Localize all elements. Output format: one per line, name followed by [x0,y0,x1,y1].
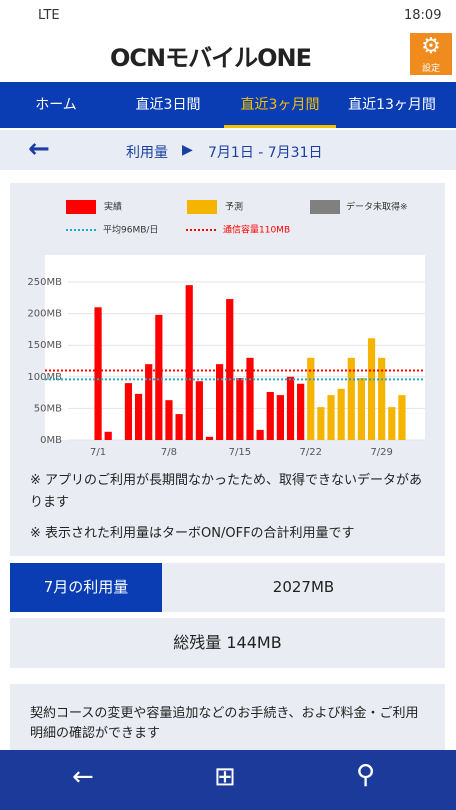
bar [205,436,214,440]
legend-swatch [187,200,217,214]
bar [388,407,396,440]
bar [134,393,143,440]
arrow-icon: ▶ [182,142,193,158]
settings-label: 設定 [421,64,440,74]
x-tick-label: 7/8 [161,447,177,458]
note: ※ アプリのご利用が長期間なかったため、取得できないデータがあります [30,473,423,510]
bar [246,357,254,440]
legend-label: 予測 [225,201,243,213]
legend-label: 通信容量110MB [223,224,290,236]
y-tick-label: 100MB [27,372,62,383]
bar [216,364,224,440]
bar [398,395,406,440]
chart: 実績 予測 データ未取得※ 平均96MB/日 通信容量110MB 0MB 50MB 100MB… [27,200,425,458]
bar [307,357,315,440]
bar [155,314,163,440]
subheader: ← 利用量 ▶ 7月1日 - 7月31日 [0,130,456,170]
bar [195,381,203,440]
x-tick-label: 7/15 [229,447,251,458]
usage-label: 7月の利用量 [10,563,162,612]
note: ※ 表示された利用量はターボON/OFFの合計利用量です [30,526,355,541]
y-tick-label: 0MB [40,435,62,446]
bar [124,383,133,440]
bar [378,357,386,440]
bar [94,307,102,440]
bar [286,376,295,440]
back-arrow[interactable]: ← [28,134,50,164]
info-text: 契約コースの変更や容量追加などのお手続き、および料金・ご利用明細の確認ができます [30,706,419,741]
bar [104,431,112,440]
tab-bar: ホーム 直近3日間 直近3ヶ月間 直近13ヶ月間 [0,82,456,128]
clock: 18:09 [404,8,442,23]
nav-bar: ← ⊞ ⚲ [0,750,456,810]
legend-swatch [66,200,96,214]
bar [337,388,345,440]
legend-label: 平均96MB/日 [103,224,158,236]
bar [327,395,335,440]
usage-value: 2027MB [272,578,335,596]
y-tick-label: 50MB [34,403,62,414]
period: 7月1日 - 7月31日 [208,145,323,161]
bar [347,357,355,440]
bar [256,429,264,440]
x-tick-label: 7/1 [90,447,106,458]
bar [317,407,325,440]
network: LTE [38,8,60,23]
x-tick-label: 7/22 [300,447,322,458]
subheader-label: 利用量 [126,145,168,161]
back-button[interactable]: ← [72,762,94,792]
tab[interactable]: 直近3日間 [135,97,201,113]
tab[interactable]: 直近3ヶ月間 [224,82,336,128]
bar [185,285,193,440]
remaining: 総残量 144MB [10,618,445,668]
x-tick-label: 7/29 [370,447,392,458]
search-button[interactable]: ⚲ [356,760,376,790]
bar [367,338,376,440]
bar [266,391,274,440]
bar [276,395,284,440]
home-button[interactable]: ⊞ [214,762,236,792]
legend-label: データ未取得※ [346,201,408,213]
tab[interactable]: ホーム [35,97,77,113]
bar [357,378,366,440]
bar [236,378,244,440]
legend-swatch [310,200,340,214]
usage-row: 7月の利用量 2027MB [10,563,445,612]
bar [175,414,183,440]
logo: OCNモバイルONE [110,44,312,72]
y-tick-label: 250MB [27,277,62,288]
status-bar: LTE 18:09 [0,0,456,30]
bar [165,400,173,440]
tab[interactable]: 直近13ヶ月間 [348,97,436,113]
settings-button[interactable]: ⚙ 設定 [410,33,452,75]
y-tick-label: 150MB [27,340,62,351]
bar [297,383,305,440]
y-tick-label: 200MB [27,309,62,320]
bar [145,364,153,440]
legend-label: 実績 [104,201,122,213]
